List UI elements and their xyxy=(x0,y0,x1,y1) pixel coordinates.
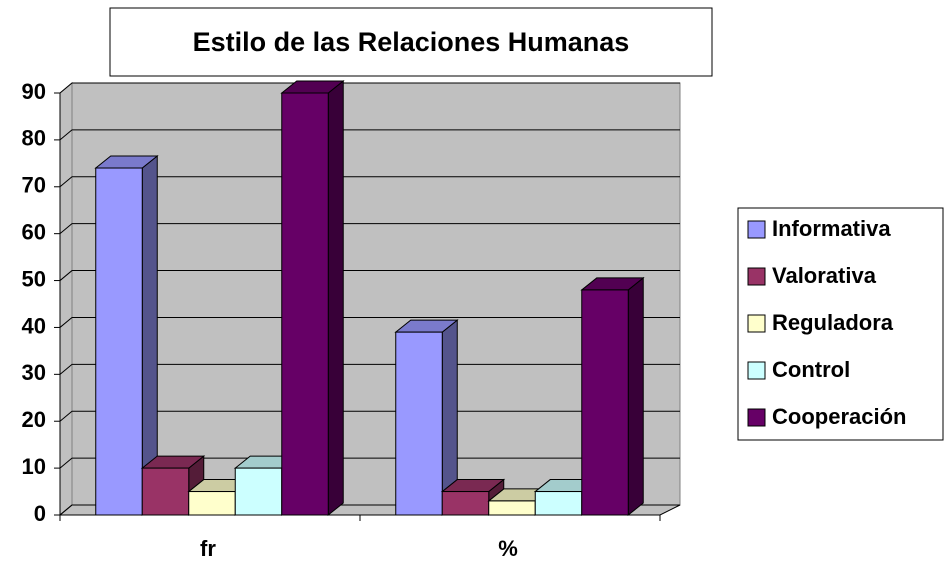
y-tick-label: 0 xyxy=(34,501,46,526)
bar-front xyxy=(188,491,236,516)
bar-front xyxy=(581,289,629,516)
bar xyxy=(440,478,506,517)
grid-line xyxy=(59,82,680,94)
x-tick-label: % xyxy=(498,536,518,561)
side-wall xyxy=(59,81,73,517)
bar-front xyxy=(141,467,190,516)
y-tick-label: 70 xyxy=(22,173,46,198)
legend-swatch xyxy=(747,408,766,427)
grid-line xyxy=(59,270,680,281)
y-tick-label: 10 xyxy=(22,454,46,479)
title-box xyxy=(109,7,713,77)
bar-side xyxy=(627,276,644,517)
grid-line xyxy=(59,129,680,141)
grid-line xyxy=(59,176,680,188)
chart-title: Estilo de las Relaciones Humanas xyxy=(193,27,630,57)
bar-front xyxy=(395,331,443,516)
y-tick-label: 30 xyxy=(22,360,46,385)
bar-front xyxy=(281,92,329,516)
x-tick-label: fr xyxy=(200,536,216,561)
legend-box xyxy=(737,207,944,441)
grid-line xyxy=(59,457,680,469)
grid-line xyxy=(59,410,680,422)
legend-swatch xyxy=(747,361,766,380)
y-tick-label: 50 xyxy=(22,266,46,291)
bar xyxy=(580,276,645,517)
legend-swatch xyxy=(747,220,766,239)
grid-line xyxy=(59,363,680,375)
y-tick-label: 20 xyxy=(22,407,46,432)
bar-front xyxy=(234,467,283,516)
y-tick-label: 90 xyxy=(22,79,46,104)
grid-line xyxy=(59,223,680,235)
bar-side xyxy=(327,79,344,517)
y-tick-label: 80 xyxy=(22,126,46,151)
legend-label: Reguladora xyxy=(772,310,894,335)
legend-label: Valorativa xyxy=(772,263,877,288)
legend-swatch xyxy=(747,267,766,286)
legend-swatch xyxy=(747,314,766,333)
bar-front xyxy=(534,491,583,516)
bar-front xyxy=(95,167,143,516)
y-tick-label: 60 xyxy=(22,219,46,244)
bar-front xyxy=(441,491,490,516)
bar-front xyxy=(488,500,536,516)
legend-label: Control xyxy=(772,357,850,382)
grid-line xyxy=(59,316,680,328)
legend-label: Informativa xyxy=(772,216,891,241)
y-tick-label: 40 xyxy=(22,313,46,338)
bar xyxy=(394,319,459,517)
bar xyxy=(280,79,345,517)
legend-label: Cooperación xyxy=(772,404,906,429)
bar xyxy=(94,154,159,517)
